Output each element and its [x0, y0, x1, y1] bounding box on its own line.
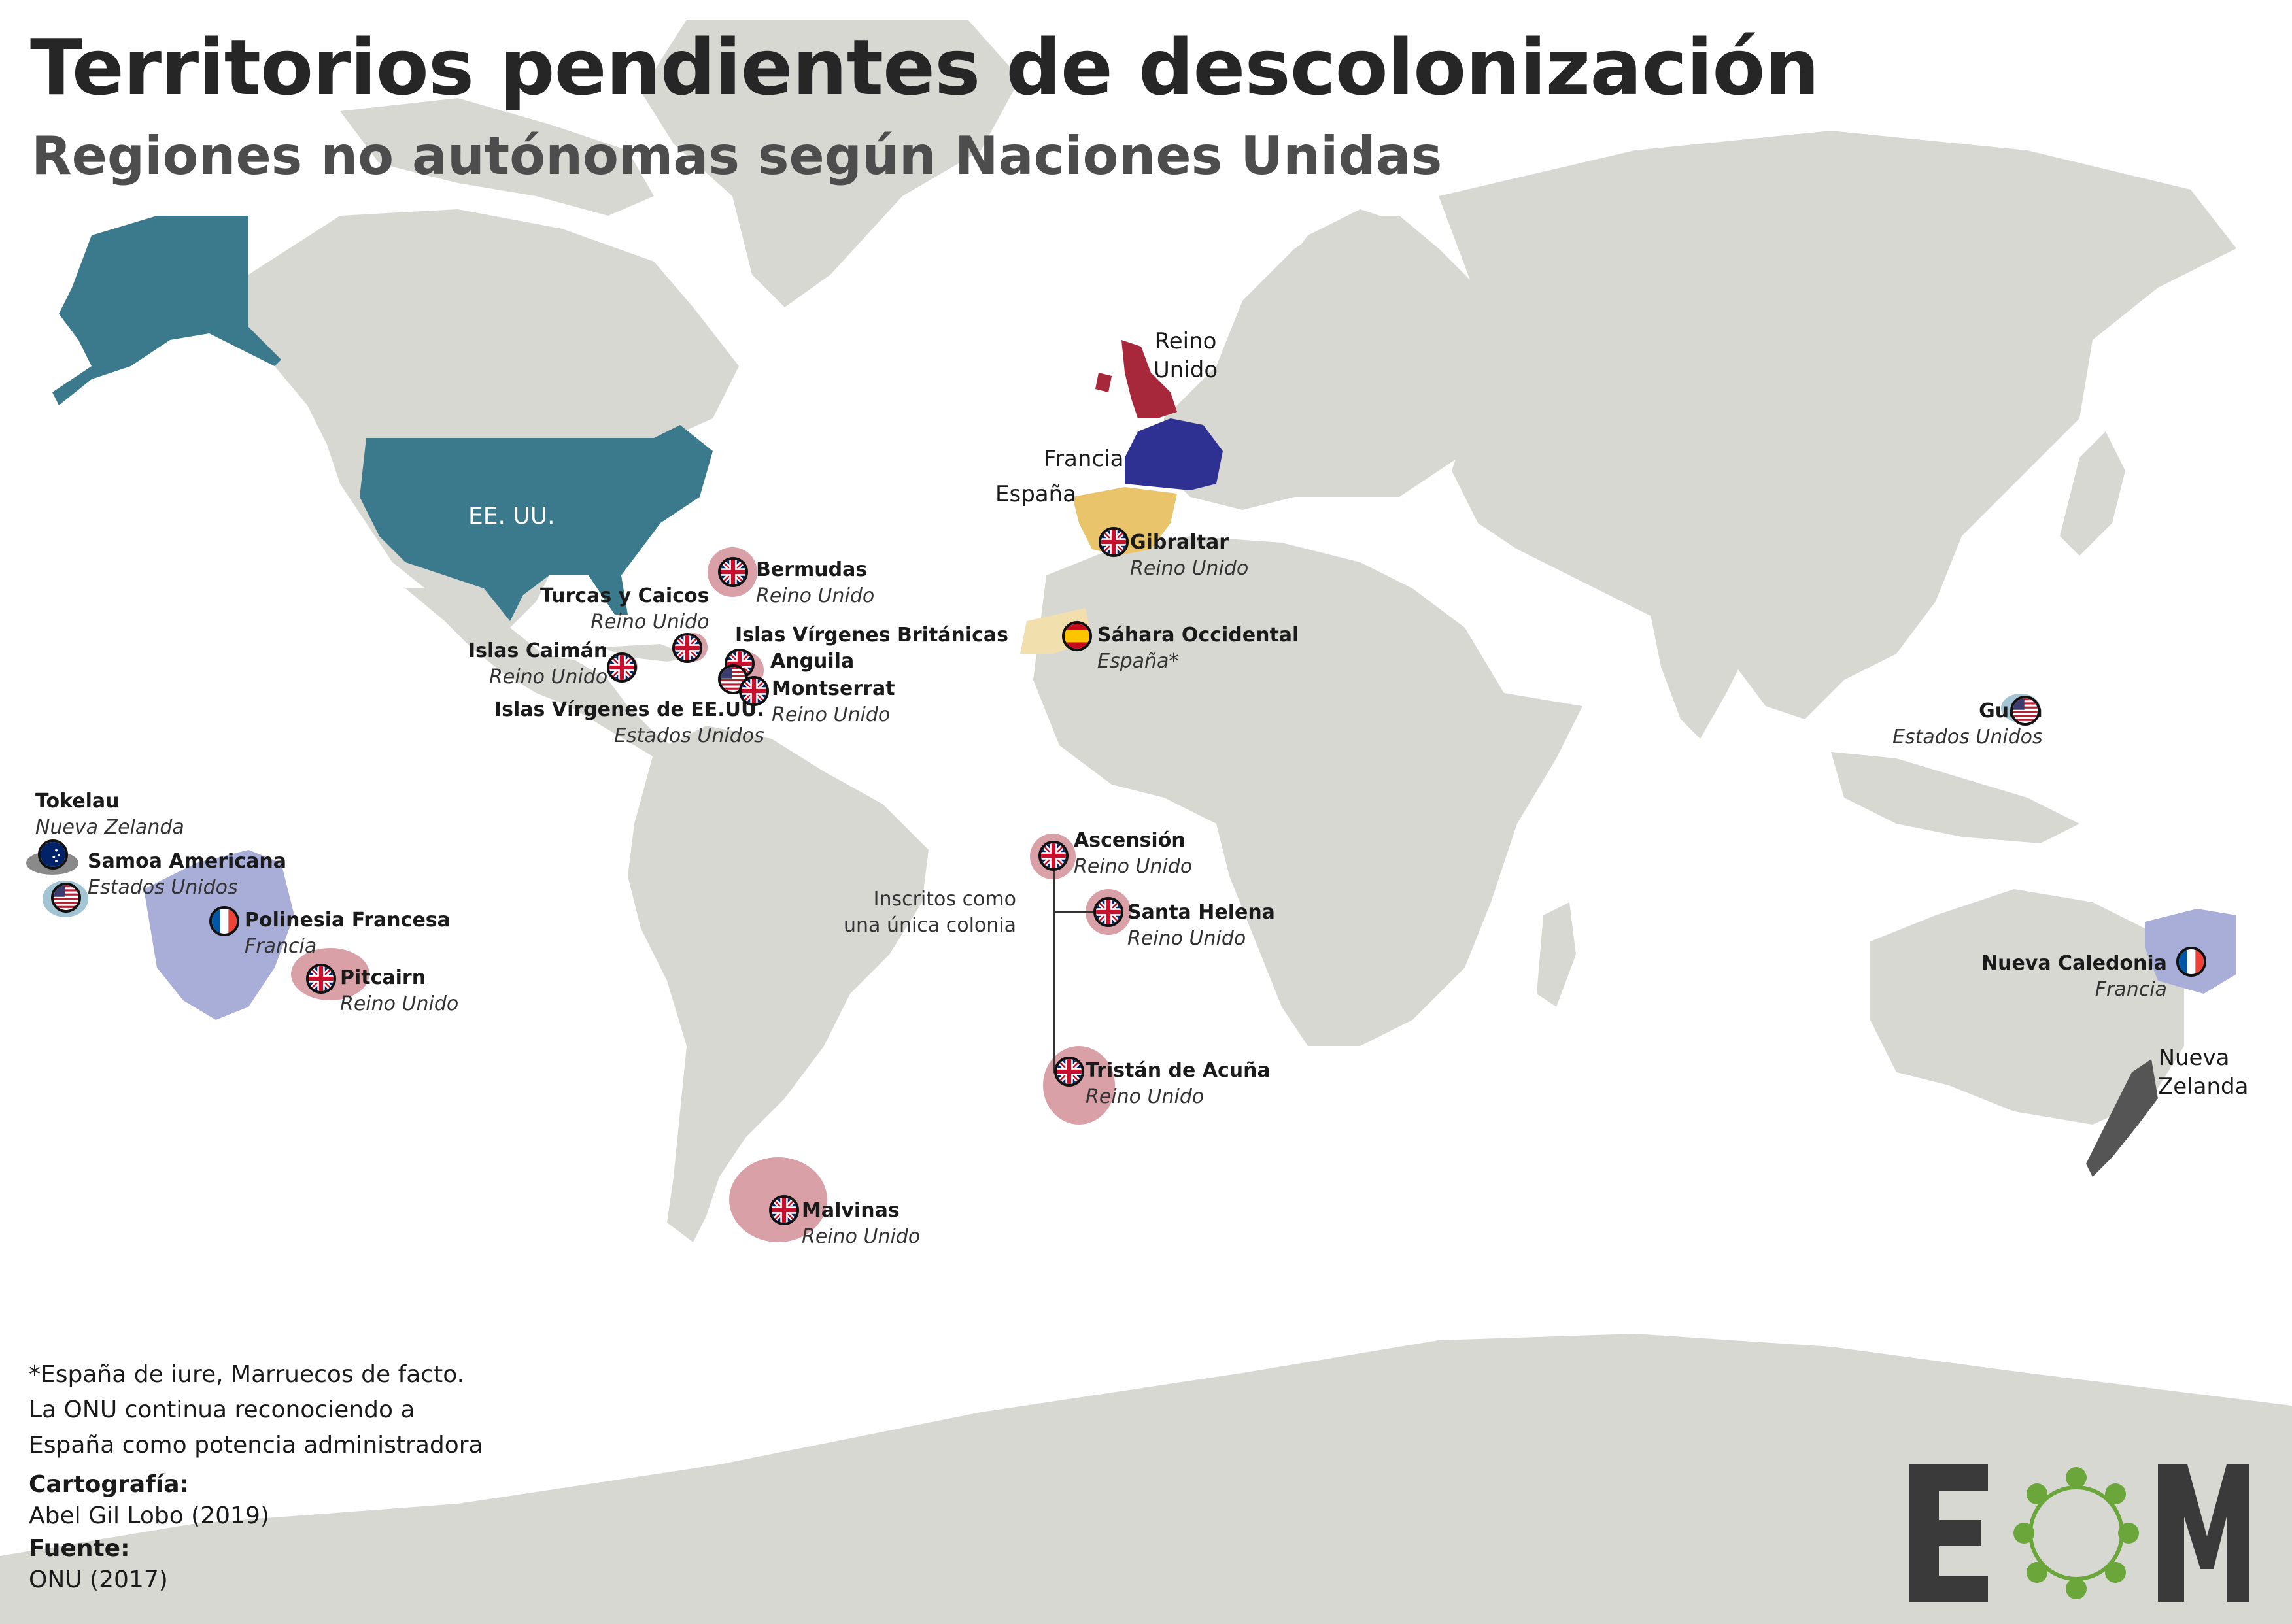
- territory-label-caiman: Islas Caimán Reino Unido: [468, 639, 608, 688]
- nz-label: Nueva Zelanda: [2158, 1045, 2249, 1100]
- usa-shape: [360, 425, 713, 621]
- single-colony-connector: [1053, 870, 1093, 1074]
- territory-label-virgenes-britanicas: Islas Vírgenes Británicas: [735, 624, 1009, 647]
- uk-flag-icon: [1054, 1057, 1084, 1087]
- japan-islands: [2060, 431, 2125, 556]
- territory-label-virgenes-eeuu: Islas Vírgenes de EE.UU. Estados Unidos: [494, 698, 764, 747]
- territory-label-tristan: Tristán de Acuña Reino Unido: [1086, 1059, 1271, 1108]
- uk-label: Reino Unido: [1153, 328, 1218, 383]
- canadian-arctic-islands: [340, 98, 654, 216]
- asia-landmass: [1439, 131, 2236, 719]
- territory-label-montserrat: Montserrat Reino Unido: [772, 677, 895, 726]
- france-flag-icon: [2176, 947, 2206, 977]
- footnote-line-1: *España de iure, Marruecos de facto.: [29, 1361, 465, 1388]
- antarctica-landmass: [0, 1334, 2292, 1624]
- territory-label-gibraltar: Gibraltar Reino Unido: [1130, 531, 1249, 580]
- spain-flag-icon: [1062, 621, 1092, 651]
- southeast-asia-islands: [1831, 752, 2079, 843]
- uk-flag-icon: [1093, 897, 1123, 927]
- australia-landmass: [1870, 889, 2184, 1125]
- greenland-landmass: [641, 20, 1020, 307]
- africa-landmass: [1033, 536, 1582, 1046]
- territory-label-nueva-caledonia: Nueva Caledonia Francia: [1981, 952, 2167, 1001]
- usa-label: EE. UU.: [468, 503, 555, 530]
- territory-label-sahara: Sáhara Occidental España*: [1097, 624, 1299, 673]
- uk-flag-icon: [306, 964, 336, 994]
- north-america-landmass: [248, 209, 739, 660]
- territory-label-malvinas: Malvinas Reino Unido: [802, 1199, 921, 1248]
- source-label: Fuente:: [29, 1535, 130, 1562]
- eom-logo: EOM: [1909, 1464, 2249, 1602]
- cartography-label: Cartografía:: [29, 1471, 189, 1498]
- uk-flag-icon: [1038, 841, 1069, 871]
- territory-label-santa-helena: Santa Helena Reino Unido: [1127, 901, 1275, 950]
- france-flag-icon: [209, 906, 239, 936]
- south-america-landmass: [628, 726, 929, 1242]
- scandinavia: [1242, 209, 1399, 392]
- madagascar: [1537, 902, 1576, 1007]
- footnote-line-3: España como potencia administradora: [29, 1432, 483, 1459]
- uk-flag-icon: [739, 676, 769, 706]
- uk-flag-icon: [718, 557, 748, 587]
- territory-label-bermudas: Bermudas Reino Unido: [756, 558, 875, 607]
- territory-label-turcas-caicos: Turcas y Caicos Reino Unido: [540, 584, 710, 634]
- us-flag-icon: [2010, 696, 2040, 726]
- uk-flag-icon: [672, 633, 702, 663]
- territory-label-tokelau: Tokelau Nueva Zelanda: [35, 790, 184, 839]
- single-colony-note: Inscritos como una única colonia: [844, 888, 1016, 937]
- mexico-central-america: [405, 588, 680, 765]
- cuba-island: [602, 644, 693, 662]
- page-title: Territorios pendientes de descolonizació…: [30, 22, 1819, 112]
- territory-label-anguila: Anguila: [770, 650, 855, 673]
- us-flag-icon: [51, 883, 81, 913]
- france-label: Francia: [1044, 446, 1124, 472]
- uk-flag-icon: [769, 1195, 799, 1225]
- uk-shape: [1095, 340, 1177, 418]
- europe-landmass: [1164, 216, 1517, 510]
- territory-label-ascension: Ascensión Reino Unido: [1074, 829, 1193, 878]
- india-peninsula: [1648, 601, 1753, 739]
- uk-flag-icon: [607, 652, 637, 683]
- alaska-shape: [52, 216, 281, 405]
- uk-flag-icon: [1099, 527, 1129, 557]
- france-shape: [1125, 418, 1223, 490]
- cartography-value: Abel Gil Lobo (2019): [29, 1502, 269, 1529]
- territory-label-polinesia: Polinesia Francesa Francia: [245, 909, 451, 958]
- territory-label-samoa: Samoa Americana Estados Unidos: [88, 850, 286, 899]
- spain-label: España: [995, 481, 1076, 507]
- footnote-line-2: La ONU continua reconociendo a: [29, 1396, 415, 1423]
- territory-label-pitcairn: Pitcairn Reino Unido: [340, 966, 459, 1015]
- page-subtitle: Regiones no autónomas según Naciones Uni…: [31, 126, 1443, 186]
- new-zealand-shape: [2086, 1059, 2158, 1177]
- nz-flag-icon: [38, 839, 68, 870]
- source-value: ONU (2017): [29, 1566, 168, 1593]
- uk-flag-icon: [725, 649, 755, 679]
